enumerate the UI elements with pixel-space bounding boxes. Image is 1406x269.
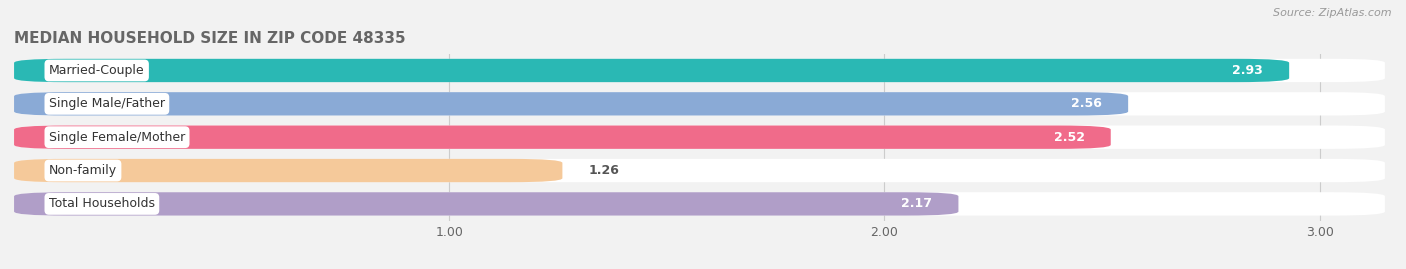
Text: 1.26: 1.26 xyxy=(589,164,620,177)
Text: Source: ZipAtlas.com: Source: ZipAtlas.com xyxy=(1274,8,1392,18)
Text: Total Households: Total Households xyxy=(49,197,155,210)
Text: Non-family: Non-family xyxy=(49,164,117,177)
Text: Single Male/Father: Single Male/Father xyxy=(49,97,165,110)
FancyBboxPatch shape xyxy=(14,192,959,215)
FancyBboxPatch shape xyxy=(14,92,1128,115)
FancyBboxPatch shape xyxy=(14,92,1385,115)
FancyBboxPatch shape xyxy=(14,159,562,182)
FancyBboxPatch shape xyxy=(14,59,1385,82)
FancyBboxPatch shape xyxy=(14,126,1385,149)
FancyBboxPatch shape xyxy=(14,59,1289,82)
Text: 2.52: 2.52 xyxy=(1053,131,1084,144)
FancyBboxPatch shape xyxy=(14,192,1385,215)
Text: MEDIAN HOUSEHOLD SIZE IN ZIP CODE 48335: MEDIAN HOUSEHOLD SIZE IN ZIP CODE 48335 xyxy=(14,31,406,46)
Text: 2.93: 2.93 xyxy=(1232,64,1263,77)
Text: Single Female/Mother: Single Female/Mother xyxy=(49,131,186,144)
Text: 2.17: 2.17 xyxy=(901,197,932,210)
Text: Married-Couple: Married-Couple xyxy=(49,64,145,77)
FancyBboxPatch shape xyxy=(14,126,1111,149)
FancyBboxPatch shape xyxy=(14,159,1385,182)
Text: 2.56: 2.56 xyxy=(1071,97,1102,110)
